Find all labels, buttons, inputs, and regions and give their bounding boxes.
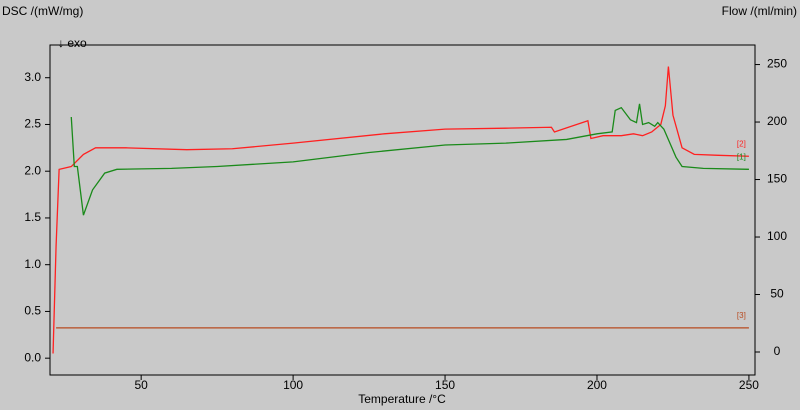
- series-label: [2]: [737, 139, 746, 148]
- y-axis-title: DSC /(mW/mg): [2, 4, 83, 18]
- y-tick-label: 0.0: [24, 350, 41, 364]
- series-label: [3]: [737, 311, 746, 320]
- y-tick-label: 3.0: [24, 70, 41, 84]
- series-line: [70, 103, 749, 216]
- y-tick-label: 1.0: [24, 257, 41, 271]
- y-tick-label: 2.0: [24, 163, 41, 177]
- x-tick-label: 200: [587, 378, 607, 392]
- y2-tick-label: 200: [767, 114, 787, 128]
- x-tick-label: 250: [739, 378, 759, 392]
- x-tick-label: 100: [283, 378, 303, 392]
- y2-axis-title: Flow /(ml/min): [722, 4, 797, 18]
- y2-tick-label: 50: [770, 287, 784, 301]
- plot-frame: [49, 44, 756, 376]
- y-tick-label: 1.5: [24, 210, 41, 224]
- x-tick-label: 150: [435, 378, 455, 392]
- y-tick-label: 2.5: [24, 117, 41, 131]
- x-axis-title: Temperature /°C: [358, 392, 446, 406]
- y2-tick-label: 150: [767, 172, 787, 186]
- y-tick-label: 0.5: [24, 304, 41, 318]
- series-line: [52, 66, 749, 354]
- y2-tick-label: 0: [774, 344, 781, 358]
- y-axis-subtitle: ↓ exo: [58, 36, 87, 50]
- y2-tick-label: 100: [767, 229, 787, 243]
- series-label: [1]: [737, 152, 746, 161]
- x-tick-label: 50: [134, 378, 148, 392]
- y2-tick-label: 250: [767, 57, 787, 71]
